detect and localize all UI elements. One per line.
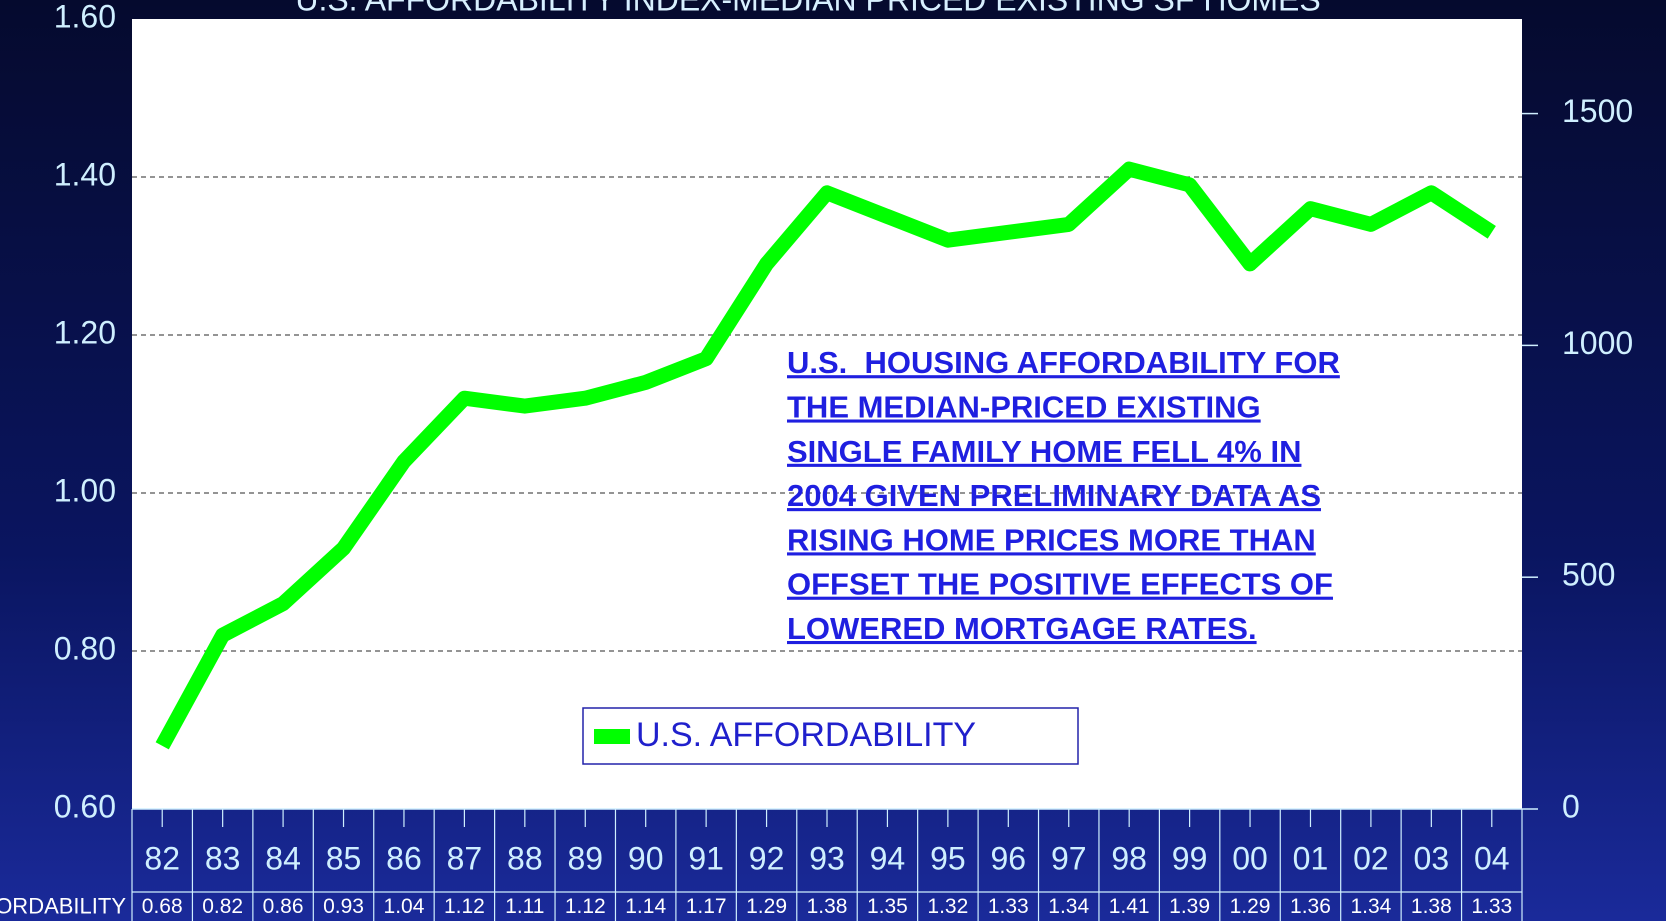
table-value: 0.86 [263, 895, 304, 918]
y2-tick-label: 0 [1562, 788, 1580, 824]
annotation: OFFSET THE POSITIVE EFFECTS OF [787, 567, 1333, 602]
table-value: 1.36 [1290, 895, 1331, 918]
table-value: 1.12 [444, 895, 485, 918]
table-row-label: U.S. AFFORDABILITY [0, 893, 126, 918]
x-tick-label: 98 [1111, 840, 1147, 876]
table-value: 1.14 [625, 895, 666, 918]
x-tick-label: 92 [749, 840, 785, 876]
y-tick-label: 1.60 [54, 0, 116, 34]
table-value: 1.33 [988, 895, 1029, 918]
table-value: 1.17 [686, 895, 727, 918]
table-value: 1.12 [565, 895, 606, 918]
x-tick-label: 87 [447, 840, 483, 876]
table-value: 1.29 [1230, 895, 1271, 918]
x-tick-label: 82 [144, 840, 180, 876]
x-tick-label: 91 [688, 840, 724, 876]
x-tick-label: 84 [265, 840, 301, 876]
table-value: 1.35 [867, 895, 908, 918]
table-value: 0.82 [202, 895, 243, 918]
table-value: 1.29 [746, 895, 787, 918]
chart-title: U.S. AFFORDABILITY INDEX-MEDIAN PRICED E… [295, 0, 1320, 17]
table-value: 1.32 [927, 895, 968, 918]
annotation: LOWERED MORTGAGE RATES. [787, 611, 1257, 646]
plot-area [132, 19, 1522, 809]
x-tick-label: 85 [326, 840, 362, 876]
x-tick-label: 99 [1172, 840, 1208, 876]
table-value: 1.11 [505, 895, 544, 918]
x-tick-label: 83 [205, 840, 241, 876]
x-tick-label: 00 [1232, 840, 1268, 876]
annotation: RISING HOME PRICES MORE THAN [787, 522, 1316, 557]
table-value: 1.38 [807, 895, 848, 918]
table-value: 1.34 [1048, 895, 1089, 918]
x-tick-label: 94 [870, 840, 906, 876]
annotation: SINGLE FAMILY HOME FELL 4% IN [787, 434, 1301, 469]
x-tick-label: 03 [1414, 840, 1450, 876]
table-value: 0.93 [323, 895, 364, 918]
x-tick-label: 96 [991, 840, 1027, 876]
legend-swatch [594, 729, 630, 744]
x-tick-label: 04 [1474, 840, 1510, 876]
x-tick-label: 90 [628, 840, 664, 876]
table-value: 1.41 [1109, 895, 1150, 918]
x-tick-label: 88 [507, 840, 543, 876]
annotation: THE MEDIAN-PRICED EXISTING [787, 389, 1261, 424]
table-value: 1.04 [384, 895, 425, 918]
y-tick-label: 1.00 [54, 472, 116, 508]
x-tick-label: 89 [567, 840, 603, 876]
y-tick-label: 0.60 [54, 788, 116, 824]
y-tick-label: 0.80 [54, 630, 116, 666]
x-tick-label: 93 [809, 840, 845, 876]
annotation: U.S. HOUSING AFFORDABILITY FOR [787, 345, 1340, 380]
y-tick-label: 1.20 [54, 314, 116, 350]
series-line [155, 161, 1496, 750]
legend-label: U.S. AFFORDABILITY [636, 716, 976, 754]
table-value: 0.68 [142, 895, 183, 918]
annotation: 2004 GIVEN PRELIMINARY DATA AS [787, 478, 1321, 513]
table-value: 1.39 [1169, 895, 1210, 918]
x-tick-label: 02 [1353, 840, 1389, 876]
table-value: 1.34 [1350, 895, 1391, 918]
x-tick-label: 01 [1293, 840, 1329, 876]
y-tick-label: 1.40 [54, 156, 116, 192]
y2-tick-label: 1000 [1562, 325, 1633, 361]
x-tick-label: 86 [386, 840, 422, 876]
x-tick-label: 97 [1051, 840, 1087, 876]
y2-tick-label: 500 [1562, 557, 1615, 593]
table-value: 1.38 [1411, 895, 1452, 918]
x-tick-label: 95 [930, 840, 966, 876]
legend-box [582, 707, 1079, 765]
y2-tick-label: 1500 [1562, 93, 1633, 129]
table-value: 1.33 [1471, 895, 1512, 918]
